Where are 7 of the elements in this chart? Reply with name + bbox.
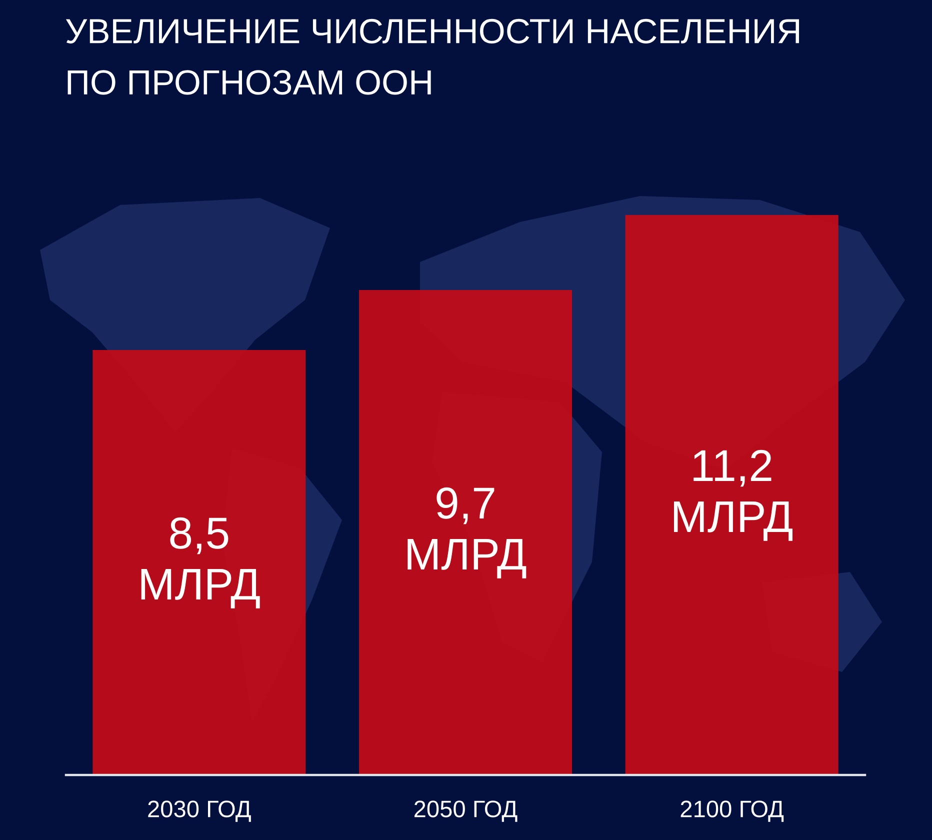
data-label: 11,2 МЛРД	[674, 450, 792, 541]
x-tick-label: 2050 ГОД	[414, 800, 518, 822]
chart-title: УВЕЛИЧЕНИЕ ЧИСЛЕННОСТИ НАСЕЛЕНИЯ ПО ПРОГНОЗАМ ООН	[66, 18, 799, 95]
x-tick-label: 2030 ГОД	[148, 800, 251, 822]
data-label: 9,7 МЛРД	[408, 487, 526, 578]
data-label: 8,5 МЛРД	[141, 517, 260, 608]
x-tick-label: 2100 ГОД	[680, 800, 784, 822]
